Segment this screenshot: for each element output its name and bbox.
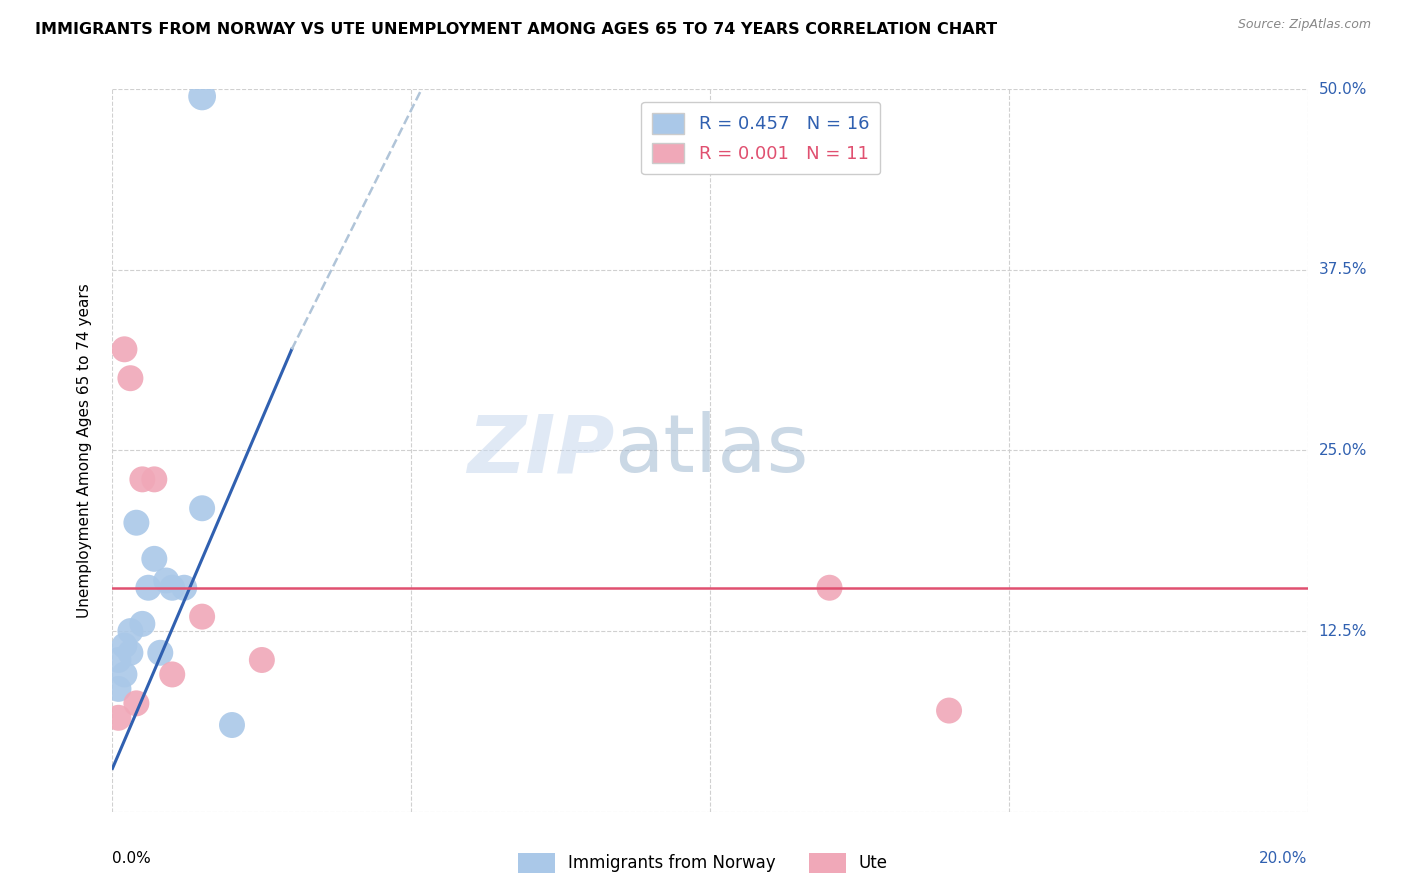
Point (120, 646, 142, 660)
Point (131, 616, 153, 631)
Point (107, 681, 129, 696)
Legend: Immigrants from Norway, Ute: Immigrants from Norway, Ute (512, 847, 894, 880)
Point (938, 704, 960, 718)
Point (162, 667, 183, 681)
Point (173, 581, 195, 595)
Point (125, 696, 148, 710)
Text: 37.5%: 37.5% (1319, 262, 1367, 277)
Point (162, 581, 183, 595)
Text: atlas: atlas (614, 411, 808, 490)
Point (191, 89, 214, 103)
Point (191, 609, 214, 624)
Legend: R = 0.457   N = 16, R = 0.001   N = 11: R = 0.457 N = 16, R = 0.001 N = 11 (641, 102, 880, 174)
Point (221, 718, 243, 732)
Text: 50.0%: 50.0% (1319, 82, 1367, 96)
Text: ZIP: ZIP (467, 411, 614, 490)
Point (143, 551, 166, 566)
Text: 20.0%: 20.0% (1260, 851, 1308, 865)
Point (131, 472, 153, 486)
Text: Source: ZipAtlas.com: Source: ZipAtlas.com (1237, 18, 1371, 31)
Text: 12.5%: 12.5% (1319, 624, 1367, 639)
Point (120, 371, 142, 385)
Point (149, 646, 172, 660)
Point (191, 501, 214, 516)
Text: IMMIGRANTS FROM NORWAY VS UTE UNEMPLOYMENT AMONG AGES 65 TO 74 YEARS CORRELATION: IMMIGRANTS FROM NORWAY VS UTE UNEMPLOYME… (35, 22, 997, 37)
Point (818, 581, 841, 595)
Point (138, 581, 160, 595)
Text: 25.0%: 25.0% (1319, 443, 1367, 458)
Point (120, 624, 142, 639)
Point (143, 472, 166, 486)
Point (107, 711, 129, 725)
Y-axis label: Unemployment Among Ages 65 to 74 years: Unemployment Among Ages 65 to 74 years (77, 283, 91, 618)
Point (125, 516, 148, 530)
Point (107, 653, 129, 667)
Point (155, 574, 177, 588)
Point (114, 667, 135, 681)
Point (250, 653, 273, 667)
Point (114, 639, 135, 653)
Point (114, 343, 135, 357)
Text: 0.0%: 0.0% (112, 851, 152, 865)
